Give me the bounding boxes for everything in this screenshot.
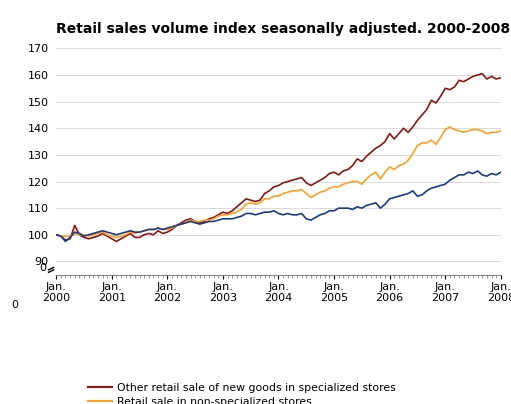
Text: 0: 0 (11, 300, 18, 310)
Text: Retail sales volume index seasonally adjusted. 2000-2008: Retail sales volume index seasonally adj… (56, 23, 510, 36)
Text: 0: 0 (39, 263, 46, 273)
Legend: Other retail sale of new goods in specialized stores, Retail sale in non-special: Other retail sale of new goods in specia… (84, 379, 421, 404)
